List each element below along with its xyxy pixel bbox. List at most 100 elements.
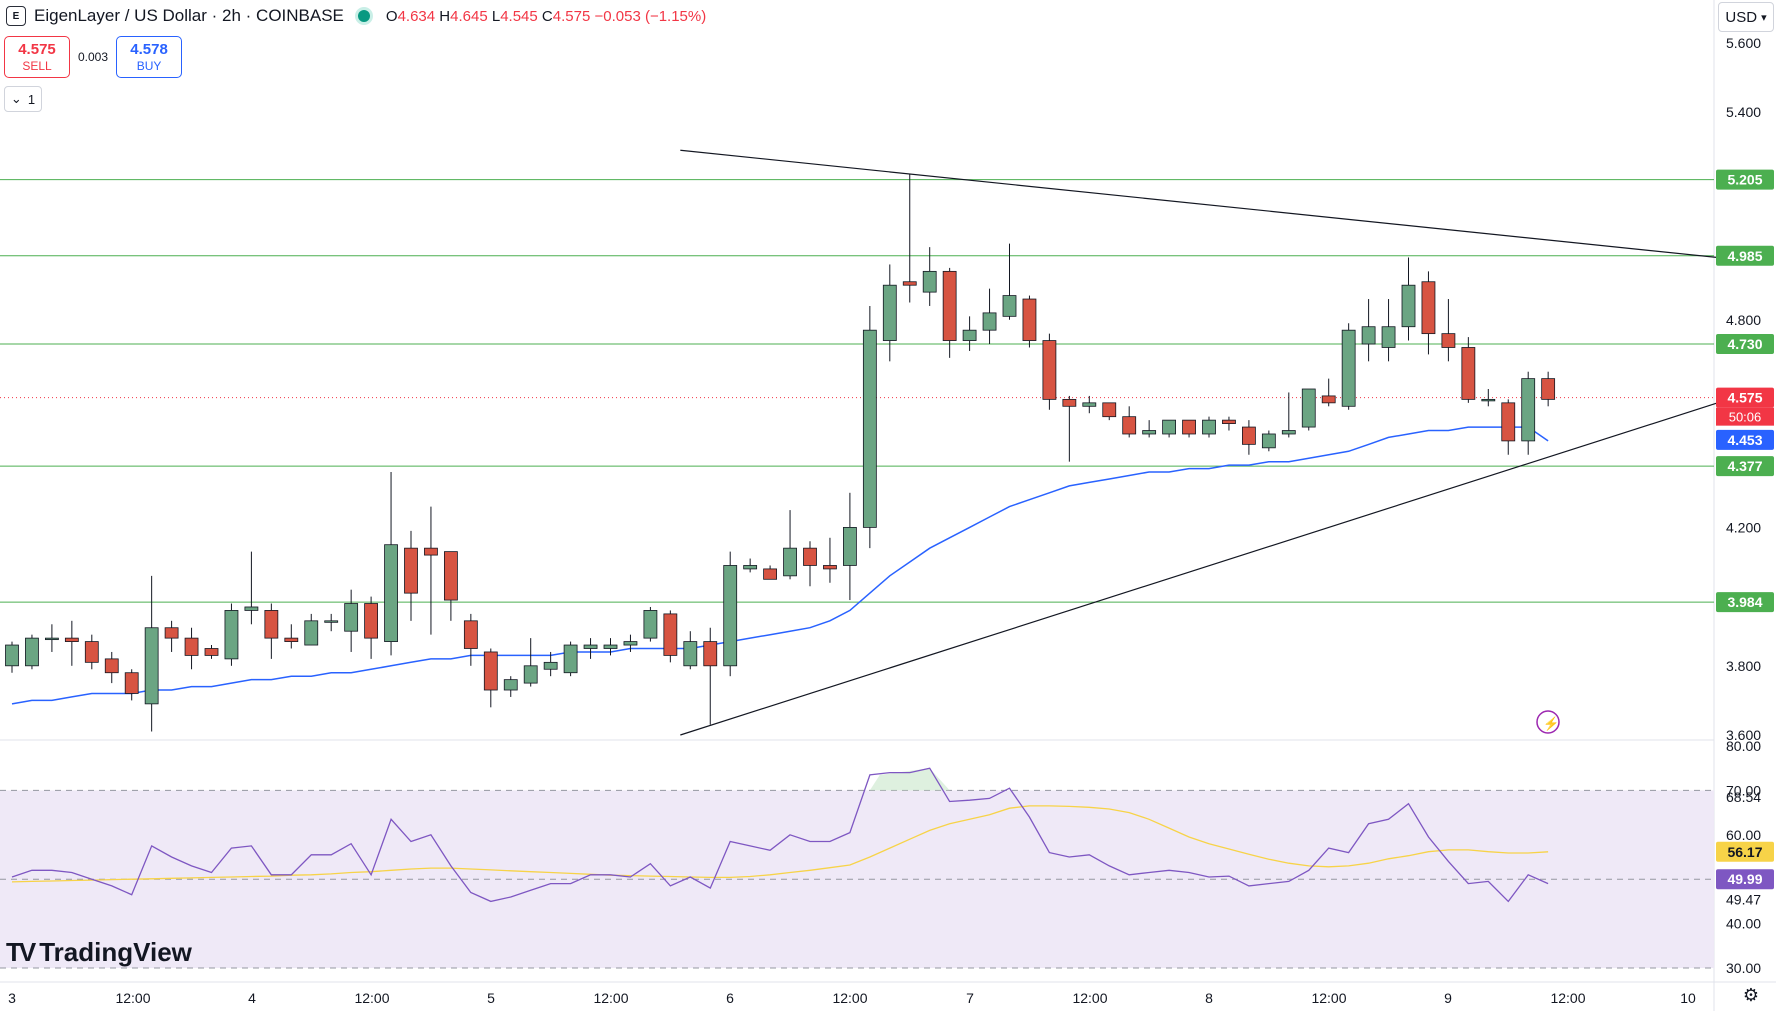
candle[interactable] — [1162, 419, 1176, 435]
candle[interactable] — [982, 312, 997, 331]
candle[interactable] — [5, 644, 19, 667]
sell-price: 4.575 — [18, 41, 56, 58]
candle[interactable] — [244, 606, 259, 611]
candle[interactable] — [783, 547, 797, 577]
current-price-badge: 4.575 — [1727, 390, 1762, 406]
price-tick-label: 3.800 — [1726, 658, 1761, 674]
candle[interactable] — [882, 284, 897, 341]
candle[interactable] — [184, 637, 199, 656]
candle[interactable] — [1042, 340, 1057, 400]
candle[interactable] — [483, 651, 498, 691]
candle[interactable] — [1341, 329, 1356, 407]
candle[interactable] — [25, 637, 39, 667]
candle[interactable] — [1321, 395, 1336, 404]
candle[interactable] — [743, 565, 758, 570]
candle[interactable] — [1301, 388, 1316, 428]
candle[interactable] — [364, 603, 379, 639]
tradingview-logo[interactable]: TV TradingView — [6, 937, 192, 968]
sell-label: SELL — [22, 59, 52, 73]
candle[interactable] — [463, 620, 478, 649]
candle[interactable] — [264, 610, 279, 639]
currency-select[interactable]: USD ▾ — [1718, 2, 1774, 32]
candle[interactable] — [144, 627, 159, 705]
trendline[interactable] — [680, 149, 1718, 259]
price-tick-label: 4.800 — [1726, 312, 1761, 328]
candle[interactable] — [84, 641, 99, 663]
high-value: 4.645 — [450, 7, 488, 25]
candle[interactable] — [384, 544, 398, 642]
candle[interactable] — [1521, 378, 1536, 442]
candle[interactable] — [1222, 419, 1236, 425]
candle[interactable] — [523, 665, 538, 684]
candle[interactable] — [823, 565, 837, 570]
candle[interactable] — [1142, 430, 1157, 435]
sell-button[interactable]: 4.575 SELL — [4, 36, 70, 78]
buy-price: 4.578 — [130, 41, 168, 58]
rsi-signal-badge-bg — [1716, 841, 1774, 862]
candle[interactable] — [1381, 326, 1396, 348]
buy-button[interactable]: 4.578 BUY — [116, 36, 183, 78]
symbol-title[interactable]: EigenLayer / US Dollar · 2h · COINBASE — [34, 6, 344, 25]
countdown-bg — [1716, 407, 1774, 426]
candle[interactable] — [723, 565, 738, 667]
candle[interactable] — [1541, 378, 1556, 400]
candle[interactable] — [1062, 398, 1077, 407]
candle[interactable] — [404, 547, 418, 594]
candle[interactable] — [843, 527, 857, 566]
candle[interactable] — [1481, 398, 1496, 402]
candle[interactable] — [563, 644, 578, 674]
candle[interactable] — [324, 620, 339, 623]
candle[interactable] — [603, 644, 618, 649]
candle[interactable] — [124, 672, 139, 694]
candle[interactable] — [1082, 402, 1097, 407]
candle[interactable] — [763, 568, 777, 580]
candle[interactable] — [1102, 402, 1117, 418]
candle[interactable] — [543, 661, 558, 670]
candle[interactable] — [1202, 419, 1216, 435]
candle[interactable] — [1122, 416, 1137, 435]
candle[interactable] — [1461, 347, 1476, 400]
candle[interactable] — [1421, 281, 1436, 335]
candle[interactable] — [1401, 284, 1416, 328]
candle[interactable] — [663, 613, 678, 656]
indicators-collapse-button[interactable]: ⌄ 1 — [4, 86, 42, 112]
candle[interactable] — [344, 603, 359, 632]
candle[interactable] — [104, 658, 119, 674]
candle[interactable] — [1501, 402, 1516, 442]
candle[interactable] — [1002, 295, 1017, 317]
candle[interactable] — [204, 648, 219, 656]
candle[interactable] — [623, 641, 638, 646]
candle[interactable] — [643, 610, 658, 639]
candle[interactable] — [1261, 433, 1276, 449]
candle[interactable] — [1361, 326, 1376, 345]
candle[interactable] — [164, 627, 179, 639]
candle[interactable] — [862, 329, 877, 528]
candle[interactable] — [803, 547, 817, 566]
trendline[interactable] — [680, 402, 1718, 736]
candle[interactable] — [424, 547, 438, 556]
candle[interactable] — [503, 679, 518, 691]
candle[interactable] — [703, 641, 718, 667]
alert-flash-icon[interactable] — [1536, 710, 1560, 734]
candle[interactable] — [583, 644, 598, 649]
candle[interactable] — [1242, 426, 1256, 445]
candle[interactable] — [1182, 419, 1196, 435]
candle[interactable] — [962, 329, 977, 341]
candle[interactable] — [64, 637, 79, 642]
candle[interactable] — [1441, 333, 1456, 348]
time-tick-label: 12:00 — [832, 990, 867, 1006]
candle[interactable] — [902, 281, 917, 286]
candle[interactable] — [1022, 298, 1037, 341]
candle[interactable] — [224, 610, 239, 660]
countdown-label: 50:06 — [1729, 410, 1762, 425]
settings-gear-icon[interactable]: ⚙ — [1742, 984, 1760, 1005]
candle[interactable] — [284, 637, 299, 642]
candle[interactable] — [942, 270, 957, 341]
candle[interactable] — [443, 551, 458, 601]
candle[interactable] — [922, 270, 937, 293]
candle[interactable] — [1281, 430, 1296, 435]
candle[interactable] — [683, 641, 698, 667]
candle[interactable] — [304, 620, 319, 646]
candle[interactable] — [45, 637, 59, 641]
